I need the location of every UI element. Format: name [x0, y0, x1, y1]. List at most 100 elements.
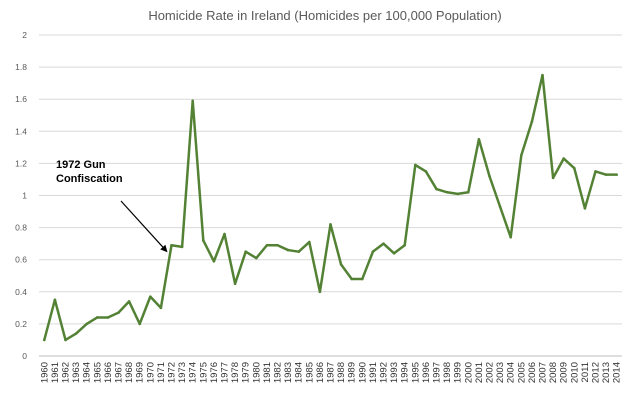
x-tick-label: 2013: [601, 362, 612, 383]
data-point: [604, 173, 608, 176]
x-tick-label: 1970: [145, 362, 156, 383]
y-tick-label: 1.2: [15, 158, 27, 168]
data-point: [541, 73, 544, 77]
x-tick-label: 2004: [506, 362, 517, 383]
data-point: [520, 154, 523, 157]
data-point: [456, 192, 460, 196]
series-line-homicide-rate: [43, 73, 617, 342]
x-tick-label: 1999: [453, 362, 464, 383]
data-point: [551, 176, 555, 180]
x-tick-label: 2011: [580, 362, 591, 382]
data-point: [350, 277, 354, 281]
data-point: [53, 298, 57, 302]
data-point: [233, 282, 237, 286]
x-tick-label: 2005: [516, 362, 527, 383]
x-tick-label: 1985: [304, 362, 315, 383]
x-tick-label: 1998: [442, 362, 453, 383]
x-tick-label: 1984: [294, 362, 305, 383]
data-point: [180, 245, 184, 249]
x-tick-label: 1981: [262, 362, 273, 383]
y-tick-label: 1.4: [15, 126, 27, 136]
data-point: [212, 260, 216, 263]
y-tick-label: 1.8: [15, 62, 27, 72]
x-tick-label: 1995: [410, 362, 421, 383]
y-tick-label: 0.8: [15, 223, 27, 233]
x-tick-label: 1993: [389, 362, 400, 383]
data-point: [403, 243, 407, 247]
data-point: [297, 250, 301, 253]
data-point: [191, 99, 194, 103]
data-point: [127, 300, 131, 303]
x-tick-label: 2006: [527, 362, 538, 383]
x-tick-label: 1962: [61, 362, 72, 383]
data-point: [477, 138, 481, 141]
data-point: [138, 322, 141, 326]
y-tick-label: 0: [22, 351, 27, 361]
x-tick-label: 2001: [474, 362, 485, 383]
chart-title: Homicide Rate in Ireland (Homicides per …: [148, 8, 501, 23]
data-point: [424, 170, 428, 173]
x-tick-label: 1965: [92, 362, 103, 383]
gridlines: [39, 34, 622, 325]
annotation-gun-confiscation: 1972 Gun Confiscation: [56, 159, 168, 253]
x-tick-label: 2002: [485, 362, 496, 383]
x-tick-label: 1960: [39, 362, 50, 383]
x-tick-label: 1963: [71, 362, 82, 383]
y-tick-label: 0.2: [15, 319, 27, 329]
x-tick-label: 1997: [432, 362, 443, 383]
data-point: [202, 239, 205, 242]
x-tick-label: 1991: [368, 362, 379, 383]
data-point: [498, 205, 502, 209]
y-axis-tick-labels: 0 0.2 0.4 0.6 0.8 1 1.2 1.4 1.6 1.8 2: [15, 30, 27, 361]
x-tick-label: 1983: [283, 362, 294, 383]
data-point: [254, 256, 258, 260]
x-tick-label: 1967: [114, 362, 125, 383]
x-tick-label: 2000: [463, 362, 474, 383]
x-tick-label: 2010: [569, 362, 580, 383]
data-point: [414, 163, 417, 167]
data-point: [74, 332, 78, 335]
y-tick-label: 2: [22, 30, 27, 40]
data-point: [445, 190, 449, 194]
y-tick-label: 0.6: [15, 255, 27, 265]
x-tick-label: 1994: [400, 362, 411, 383]
data-point: [467, 190, 470, 194]
x-tick-label: 1974: [188, 362, 199, 383]
data-point: [371, 250, 375, 253]
x-tick-label: 1980: [251, 362, 262, 383]
data-point: [149, 295, 152, 298]
x-tick-label: 1977: [220, 362, 231, 383]
x-tick-label: 1989: [347, 362, 358, 383]
x-tick-label: 2008: [548, 362, 559, 383]
x-tick-label: 1982: [273, 362, 284, 383]
data-point: [329, 223, 332, 226]
data-point: [43, 338, 46, 342]
x-tick-label: 1988: [336, 362, 347, 383]
data-point: [562, 157, 565, 160]
data-point: [509, 235, 512, 239]
x-tick-label: 1992: [379, 362, 390, 383]
x-tick-label: 1990: [357, 362, 368, 383]
x-tick-label: 1966: [103, 362, 114, 383]
annotation-arrowhead: [160, 244, 168, 253]
data-point: [85, 322, 88, 326]
data-point: [318, 290, 322, 294]
x-tick-label: 1969: [135, 362, 146, 383]
x-tick-label: 2007: [538, 362, 549, 383]
y-tick-label: 0.4: [15, 287, 27, 297]
data-point: [223, 232, 226, 236]
data-point: [488, 174, 491, 178]
data-point: [308, 240, 311, 244]
x-tick-label: 2014: [612, 362, 623, 383]
data-point: [573, 166, 576, 170]
x-tick-label: 1961: [50, 362, 61, 383]
data-point: [170, 243, 173, 247]
data-point: [276, 243, 279, 247]
annotation-arrow: [120, 200, 164, 248]
x-tick-label: 2012: [591, 362, 602, 383]
x-tick-label: 1972: [167, 362, 178, 383]
x-tick-label: 1987: [326, 362, 337, 383]
annotation-line-2: Confiscation: [56, 173, 123, 185]
data-point: [244, 250, 247, 253]
